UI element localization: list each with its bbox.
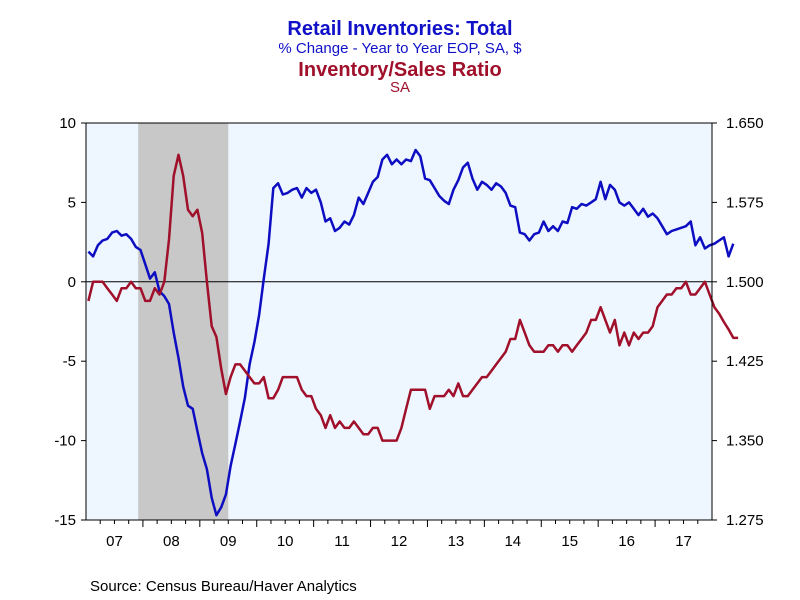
y-left-tick-label: 10 — [59, 115, 76, 132]
x-tick-label: 14 — [504, 533, 521, 550]
y-left-tick-label: 5 — [68, 194, 76, 211]
y-left-tick-label: -5 — [63, 353, 76, 370]
y-right-tick-label: 1.650 — [726, 115, 764, 132]
chart-title: Retail Inventories: Total — [287, 18, 513, 40]
x-tick-label: 12 — [391, 533, 408, 550]
x-tick-label: 09 — [220, 533, 237, 550]
y-left-tick-label: -15 — [54, 512, 76, 529]
recession-band — [138, 123, 229, 520]
chart-subtitle-secondary: SA — [389, 79, 410, 96]
y-left-tick-label: 0 — [68, 274, 76, 291]
series-line-1 — [87, 148, 735, 517]
x-tick-label: 08 — [163, 533, 180, 550]
chart-title-secondary: Inventory/Sales Ratio — [298, 59, 502, 81]
x-tick-label: 07 — [106, 533, 123, 550]
y-left-tick-label: -10 — [54, 433, 76, 450]
chart-title-block: Retail Inventories: Total % Change - Yea… — [0, 18, 800, 95]
chart-subtitle: % Change - Year to Year EOP, SA, $ — [278, 40, 522, 57]
x-tick-label: 10 — [277, 533, 294, 550]
series-line-2 — [87, 153, 739, 442]
y-right-tick-label: 1.425 — [726, 353, 764, 370]
y-right-tick-label: 1.500 — [726, 274, 764, 291]
x-tick-label: 15 — [561, 533, 578, 550]
y-right-tick-label: 1.350 — [726, 433, 764, 450]
x-tick-label: 11 — [334, 533, 350, 550]
y-right-tick-label: 1.275 — [726, 512, 764, 529]
x-tick-label: 17 — [675, 533, 692, 550]
x-tick-label: 16 — [618, 533, 635, 550]
y-right-tick-label: 1.575 — [726, 194, 764, 211]
source-note: Source: Census Bureau/Haver Analytics — [90, 578, 357, 595]
x-tick-label: 13 — [448, 533, 465, 550]
